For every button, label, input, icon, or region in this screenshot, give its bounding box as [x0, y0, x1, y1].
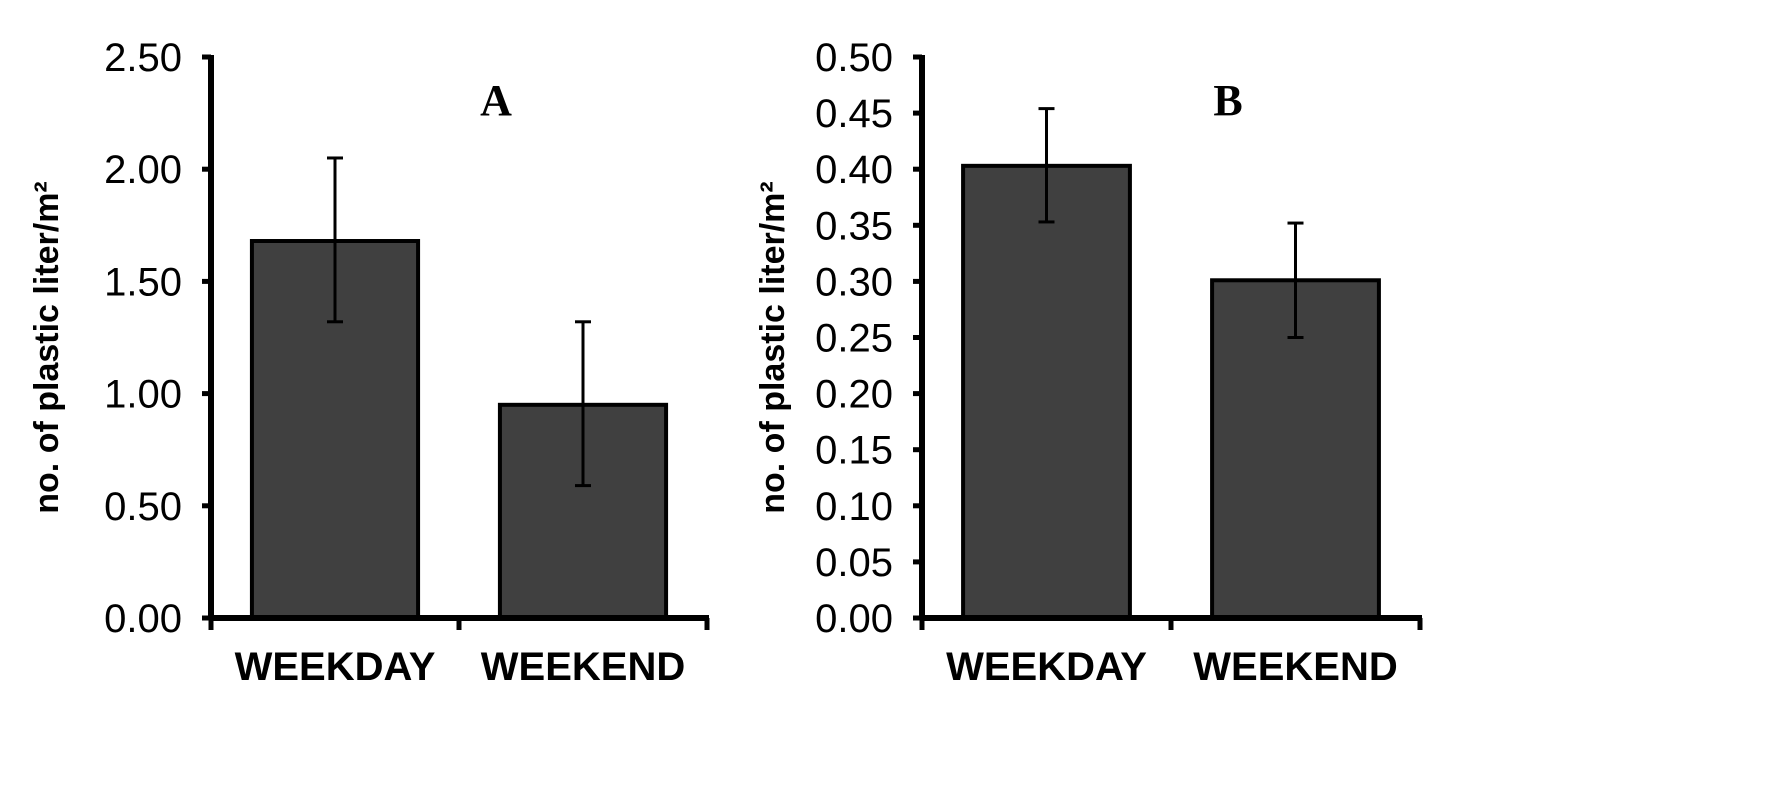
- y-tick-label: 2.00: [104, 148, 182, 192]
- y-tick-label: 2.50: [104, 36, 182, 80]
- y-tick-label: 1.50: [104, 260, 182, 304]
- y-tick-label: 0.10: [815, 485, 893, 529]
- y-tick-label: 0.25: [815, 317, 893, 361]
- y-tick-label: 0.45: [815, 92, 893, 136]
- bar-weekday: [961, 163, 1132, 620]
- y-tick-label: 0.50: [104, 485, 182, 529]
- y-tick-label: 0.20: [815, 373, 893, 417]
- chart-panel-a: no. of plastic liter/m² A 0.00 0.50 1.00 1.50…: [28, 36, 710, 689]
- chart-panel-b: no. of plastic liter/m² B 0.00 0.05 0.10 0.15…: [754, 36, 1423, 689]
- x-tick-label: WEEKEND: [1193, 645, 1397, 689]
- y-tick-label: 0.00: [104, 597, 182, 641]
- y-axis-title: no. of plastic liter/m²: [28, 181, 66, 513]
- y-tick-label: 1.00: [104, 373, 182, 417]
- x-tick-label: WEEKDAY: [235, 645, 436, 689]
- x-tick-label: WEEKEND: [481, 645, 685, 689]
- y-axis-title: no. of plastic liter/m²: [754, 181, 792, 513]
- y-tick-label: 0.00: [815, 597, 893, 641]
- y-tick-label: 0.15: [815, 429, 893, 473]
- panel-letter: A: [480, 76, 512, 125]
- y-tick-label: 0.50: [815, 36, 893, 80]
- y-tick-label: 0.40: [815, 148, 893, 192]
- x-tick-label: WEEKDAY: [946, 645, 1147, 689]
- y-tick-label: 0.30: [815, 260, 893, 304]
- panel-letter: B: [1213, 76, 1242, 125]
- y-tick-label: 0.05: [815, 541, 893, 585]
- y-tick-label: 0.35: [815, 204, 893, 248]
